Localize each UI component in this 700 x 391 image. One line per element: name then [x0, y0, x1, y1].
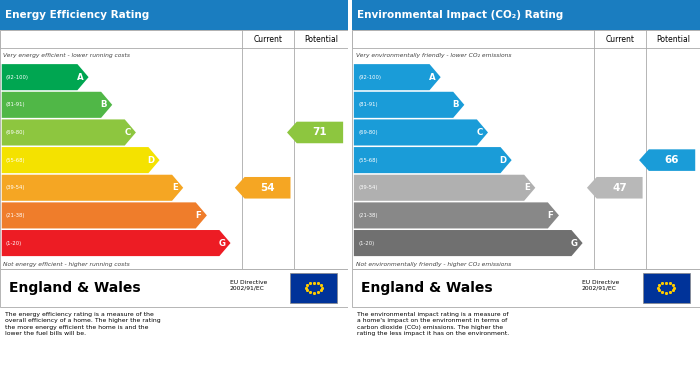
- Polygon shape: [1, 92, 112, 118]
- Polygon shape: [587, 177, 643, 199]
- Text: G: G: [570, 239, 578, 248]
- Polygon shape: [354, 175, 536, 201]
- Text: EU Directive
2002/91/EC: EU Directive 2002/91/EC: [582, 280, 619, 291]
- Bar: [290, 273, 337, 303]
- Polygon shape: [1, 203, 207, 228]
- Text: E: E: [172, 183, 178, 192]
- Bar: [352, 30, 700, 269]
- Text: 54: 54: [260, 183, 275, 193]
- Text: The energy efficiency rating is a measure of the
overall efficiency of a home. T: The energy efficiency rating is a measur…: [5, 312, 161, 336]
- Text: E: E: [524, 183, 530, 192]
- Text: D: D: [148, 156, 155, 165]
- Text: Energy Efficiency Rating: Energy Efficiency Rating: [5, 10, 150, 20]
- Text: F: F: [547, 211, 554, 220]
- Bar: [352, 269, 700, 307]
- Text: (69-80): (69-80): [358, 130, 377, 135]
- Bar: [352, 0, 700, 30]
- Text: England & Wales: England & Wales: [8, 281, 140, 295]
- Polygon shape: [287, 122, 343, 143]
- Polygon shape: [1, 64, 89, 90]
- Text: 47: 47: [612, 183, 627, 193]
- Polygon shape: [354, 64, 441, 90]
- Text: (81-91): (81-91): [358, 102, 377, 107]
- Text: 66: 66: [665, 155, 679, 165]
- Text: (39-54): (39-54): [6, 185, 25, 190]
- Text: The environmental impact rating is a measure of
a home's impact on the environme: The environmental impact rating is a mea…: [357, 312, 510, 336]
- Text: (92-100): (92-100): [6, 75, 29, 80]
- Text: (92-100): (92-100): [358, 75, 381, 80]
- Text: (1-20): (1-20): [6, 240, 22, 246]
- Bar: [643, 273, 690, 303]
- Text: (69-80): (69-80): [6, 130, 25, 135]
- Text: EU Directive
2002/91/EC: EU Directive 2002/91/EC: [230, 280, 267, 291]
- Polygon shape: [234, 177, 290, 199]
- Text: B: B: [101, 100, 107, 109]
- Bar: [0, 269, 348, 307]
- Text: (55-68): (55-68): [6, 158, 25, 163]
- Polygon shape: [1, 175, 183, 201]
- Text: Potential: Potential: [656, 34, 690, 44]
- Polygon shape: [1, 230, 230, 256]
- Polygon shape: [354, 147, 512, 173]
- Text: Current: Current: [253, 34, 282, 44]
- Text: C: C: [477, 128, 483, 137]
- Text: D: D: [500, 156, 507, 165]
- Text: C: C: [125, 128, 131, 137]
- Polygon shape: [354, 203, 559, 228]
- Text: (1-20): (1-20): [358, 240, 374, 246]
- Text: Environmental Impact (CO₂) Rating: Environmental Impact (CO₂) Rating: [357, 10, 564, 20]
- Text: Not environmentally friendly - higher CO₂ emissions: Not environmentally friendly - higher CO…: [356, 262, 511, 267]
- Text: (21-38): (21-38): [6, 213, 25, 218]
- Text: England & Wales: England & Wales: [360, 281, 492, 295]
- Text: Potential: Potential: [304, 34, 338, 44]
- Bar: [0, 30, 348, 48]
- Text: (39-54): (39-54): [358, 185, 377, 190]
- Bar: [0, 0, 348, 30]
- Text: F: F: [195, 211, 202, 220]
- Text: (81-91): (81-91): [6, 102, 25, 107]
- Text: Very energy efficient - lower running costs: Very energy efficient - lower running co…: [4, 54, 130, 58]
- Text: A: A: [77, 73, 83, 82]
- Polygon shape: [354, 92, 464, 118]
- Polygon shape: [1, 147, 160, 173]
- Text: Not energy efficient - higher running costs: Not energy efficient - higher running co…: [4, 262, 130, 267]
- Polygon shape: [1, 119, 136, 145]
- Text: (21-38): (21-38): [358, 213, 377, 218]
- Text: Current: Current: [606, 34, 634, 44]
- Polygon shape: [639, 149, 695, 171]
- Bar: [0, 30, 348, 269]
- Bar: [352, 30, 700, 48]
- Text: B: B: [453, 100, 459, 109]
- Polygon shape: [354, 230, 582, 256]
- Text: G: G: [218, 239, 225, 248]
- Text: 71: 71: [313, 127, 328, 138]
- Text: Very environmentally friendly - lower CO₂ emissions: Very environmentally friendly - lower CO…: [356, 54, 511, 58]
- Text: A: A: [429, 73, 435, 82]
- Text: (55-68): (55-68): [358, 158, 377, 163]
- Polygon shape: [354, 119, 488, 145]
